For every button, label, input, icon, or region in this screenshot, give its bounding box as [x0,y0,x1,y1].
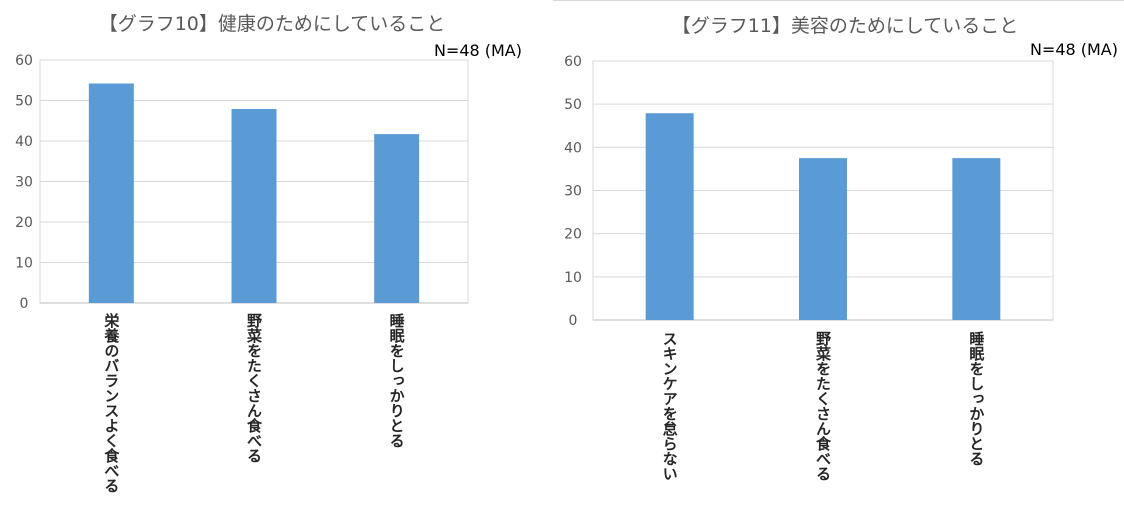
chart-health: 【グラフ10】健康のためにしていること N=48 (MA) 0 10 20 30 40 5… [15,13,522,493]
category-label: 野菜をたくさん食べる [245,313,263,463]
bar [231,109,277,303]
y-tick-label: 20 [564,227,582,243]
y-tick-label: 30 [564,184,582,200]
y-tick-label: 20 [15,215,33,231]
category-label: スキンケアを怠らない [661,331,679,481]
y-tick-label: 40 [15,134,33,150]
y-tick-label: 10 [15,256,33,272]
bar [799,158,847,320]
y-tick-label: 10 [564,270,582,286]
sample-note: N=48 (MA) [434,41,522,60]
category-label: 野菜をたくさん食べる [814,331,832,481]
y-tick-label: 40 [564,140,582,156]
chart-beauty: 【グラフ11】美容のためにしていること N=48 (MA) 0 10 20 30 40 5… [564,15,1118,481]
bar [645,113,694,321]
category-label: 栄養のバランスよく食べる [102,312,120,493]
y-tick-label: 0 [569,313,578,329]
chart-title: 【グラフ10】健康のためにしていること [99,13,446,35]
y-tick-label: 60 [15,53,33,69]
sample-note: N=48 (MA) [1030,40,1118,59]
bar [952,158,1001,320]
y-tick-label: 60 [564,54,582,70]
bar [88,83,134,304]
y-tick-label: 30 [15,175,33,191]
y-tick-label: 50 [564,97,582,113]
y-tick-label: 50 [15,94,33,110]
y-tick-label: 0 [20,296,29,312]
bar [374,134,420,303]
category-label: 睡眠をしっかりとる [388,312,406,448]
chart-title: 【グラフ11】美容のためにしていること [672,15,1019,37]
top-divider [553,0,1124,1]
category-label: 睡眠をしっかりとる [967,330,985,466]
